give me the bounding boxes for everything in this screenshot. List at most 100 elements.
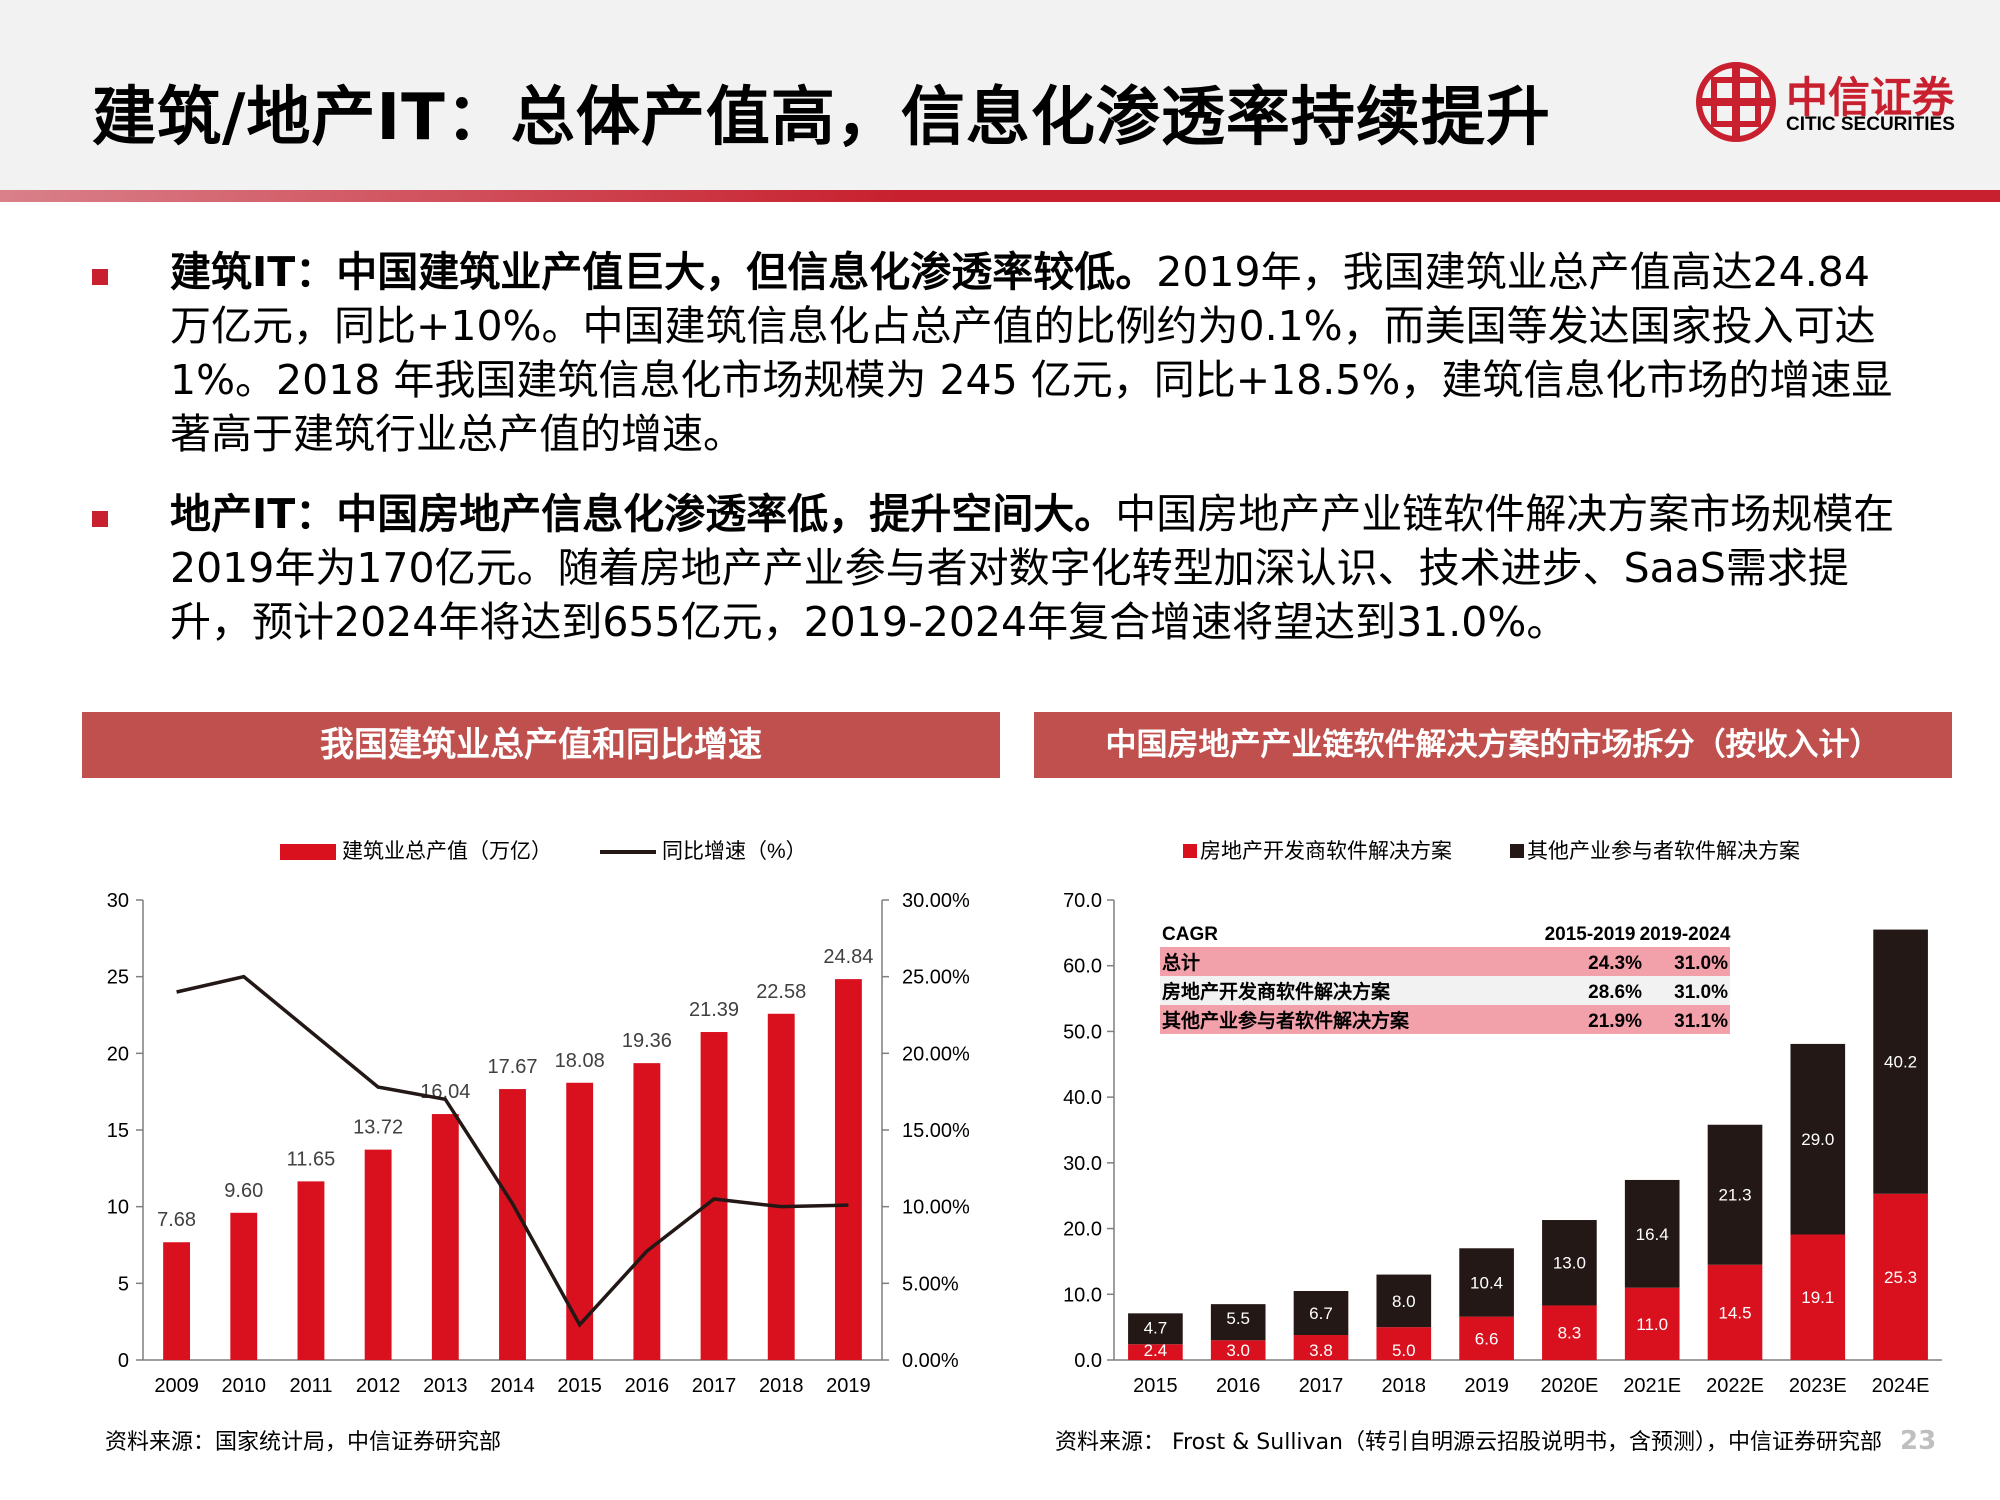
bar-other [1873, 929, 1928, 1194]
y-tick-label: 60.0 [1063, 956, 1102, 978]
bar-data-label: 11.65 [287, 1148, 336, 1170]
right-chart-source: 资料来源： Frost & Sullivan（转引自明源云招股说明书，含预测），… [1055, 1430, 1882, 1455]
bar-developer [1293, 1335, 1349, 1360]
growth-line [176, 974, 849, 1328]
x-tick-label: 2012 [356, 1375, 401, 1397]
cagr-table-header-row [1160, 918, 1730, 947]
bar-data-label: 17.67 [487, 1056, 537, 1078]
cagr-table-cell: 21.9% [1588, 1011, 1642, 1032]
y-tick-label: 20 [107, 1043, 129, 1065]
bar-output [834, 979, 862, 1360]
cagr-table-header: 2019-2024 [1640, 924, 1731, 945]
x-tick-label: 2019 [1464, 1375, 1509, 1397]
bar-other [1459, 1248, 1514, 1317]
construction-output-chart: 建筑业总产值（万亿） 同比增速（%） 0 5 10 15 20 25 30 0.00% 5.00% 1… [107, 840, 970, 1397]
cagr-table-cell: 总计 [1162, 951, 1200, 974]
bullet-heading: 建筑IT：中国建筑业产值巨大，但信息化渗透率较低。 [170, 248, 1157, 296]
bar-developer [1128, 1344, 1183, 1360]
cagr-table-row [1160, 1005, 1730, 1034]
header-divider [0, 190, 2000, 202]
y-tick-label: 30 [107, 890, 129, 912]
bar-data-label: 4.7 [1144, 1318, 1168, 1337]
y-tick-label: 15 [107, 1120, 129, 1142]
bar-output [499, 1089, 526, 1360]
cagr-table-cell: 31.1% [1674, 1011, 1728, 1032]
x-tick-label: 2018 [759, 1375, 804, 1397]
bar-output [163, 1242, 191, 1360]
bar-output [700, 1032, 728, 1360]
y-tick-label: 10 [107, 1197, 129, 1219]
x-tick-label: 2019 [826, 1375, 871, 1397]
x-tick-label: 2009 [154, 1375, 199, 1397]
legend-label-output: 建筑业总产值（万亿） [342, 840, 552, 863]
bar-data-label: 6.7 [1309, 1304, 1333, 1323]
y-tick-label: 25 [107, 967, 129, 989]
x-tick-label: 2016 [1216, 1375, 1261, 1397]
y-tick-label: 50.0 [1063, 1021, 1102, 1043]
bar-developer [1459, 1316, 1514, 1360]
bar-data-label: 5.0 [1392, 1341, 1416, 1360]
bar-developer [1376, 1327, 1432, 1360]
cagr-table-header: 2015-2019 [1545, 924, 1636, 945]
y2-tick-label: 15.00% [902, 1120, 970, 1142]
y-tick-label: 70.0 [1063, 890, 1102, 912]
cagr-table-cell: 24.3% [1588, 953, 1642, 974]
x-tick-label: 2017 [692, 1375, 737, 1397]
x-tick-label: 2020E [1540, 1375, 1598, 1397]
x-tick-label: 2010 [222, 1375, 266, 1397]
x-tick-label: 2022E [1706, 1375, 1764, 1397]
bar-data-label: 2.4 [1144, 1341, 1168, 1360]
bar-data-label: 6.6 [1475, 1329, 1499, 1348]
bar-data-label: 8.3 [1558, 1324, 1582, 1343]
bar-data-label: 10.4 [1470, 1273, 1503, 1292]
bar-output [230, 1212, 258, 1360]
bar-data-label: 7.68 [157, 1209, 196, 1231]
y-tick-label: 0 [118, 1350, 129, 1372]
bar-data-label: 14.5 [1718, 1303, 1751, 1322]
bar-output [364, 1149, 392, 1360]
legend-swatch-other [1510, 844, 1524, 858]
x-tick-label: 2018 [1382, 1375, 1427, 1397]
bar-developer [1790, 1234, 1846, 1360]
x-tick-label: 2011 [289, 1375, 332, 1397]
realestate-software-chart: 房地产开发商软件解决方案 其他产业参与者软件解决方案0.010.020.030.0… [1063, 840, 1942, 1397]
bar-other [1293, 1291, 1349, 1336]
page-header [0, 0, 2000, 190]
bar-developer [1542, 1305, 1597, 1360]
x-tick-label: 2017 [1299, 1375, 1344, 1397]
logo-english-name: CITIC SECURITIES [1786, 114, 1955, 135]
bar-data-label: 18.08 [555, 1050, 605, 1072]
bar-other [1542, 1220, 1597, 1306]
bar-data-label: 24.84 [823, 946, 873, 968]
x-tick-label: 2015 [557, 1375, 602, 1397]
cagr-table-cell: 房地产开发商软件解决方案 [1162, 980, 1391, 1003]
bar-developer [1707, 1264, 1763, 1360]
bar-data-label: 40.2 [1884, 1053, 1917, 1072]
bar-data-label: 19.1 [1801, 1288, 1834, 1307]
page-number: 23 [1900, 1426, 1937, 1456]
bullet-realestate-it: 地产IT：中国房地产信息化渗透率低，提升空间大。中国房地产产业链软件解决方案市场… [90, 487, 1910, 649]
bullet-marker-icon [92, 269, 108, 285]
citic-emblem-icon [1696, 62, 1776, 142]
right-chart-title: 中国房地产产业链软件解决方案的市场拆分（按收入计） [1034, 712, 1952, 778]
logo-chinese-name: 中信证券 [1786, 73, 1955, 122]
bar-other [1707, 1124, 1763, 1265]
bar-data-label: 21.3 [1718, 1186, 1751, 1205]
bullet-text: 中国房地产产业链软件解决方案市场规模在2019年为170亿元。随着房地产产业参与… [170, 490, 1895, 646]
bar-developer [1624, 1287, 1680, 1360]
legend-swatch-output [280, 844, 336, 860]
bullet-list: 建筑IT：中国建筑业产值巨大，但信息化渗透率较低。2019年，我国建筑业总产值高… [90, 245, 1910, 675]
bar-other [1624, 1179, 1680, 1288]
bar-output [566, 1082, 594, 1360]
bar-data-label: 25.3 [1884, 1268, 1917, 1287]
bar-output [431, 1114, 459, 1360]
bar-data-label: 22.58 [756, 981, 806, 1003]
legend-label-other: 其他产业参与者软件解决方案 [1527, 840, 1800, 863]
x-tick-label: 2021E [1623, 1375, 1681, 1397]
y2-tick-label: 20.00% [902, 1043, 970, 1065]
legend-swatch-developer [1183, 844, 1197, 858]
left-chart-title: 我国建筑业总产值和同比增速 [82, 712, 1000, 778]
cagr-table-header: CAGR [1162, 924, 1218, 945]
legend-label-growth: 同比增速（%） [662, 840, 807, 863]
x-tick-label: 2023E [1789, 1375, 1847, 1397]
